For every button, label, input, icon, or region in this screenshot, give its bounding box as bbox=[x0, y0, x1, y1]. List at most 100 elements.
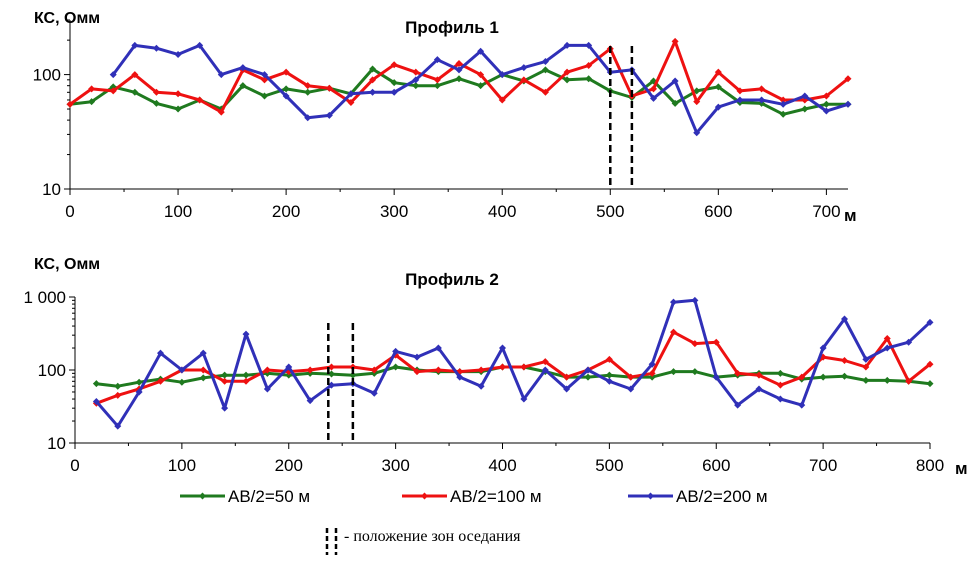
data-point bbox=[282, 68, 290, 76]
data-point bbox=[199, 366, 207, 374]
x-tick-label: 0 bbox=[65, 202, 74, 221]
data-point bbox=[109, 71, 117, 79]
data-point bbox=[390, 88, 398, 96]
data-point bbox=[671, 99, 679, 107]
data-point bbox=[755, 385, 763, 393]
data-point bbox=[477, 71, 485, 79]
data-point bbox=[648, 373, 656, 381]
data-point bbox=[671, 77, 679, 85]
data-point bbox=[157, 349, 164, 357]
legend-label-ab200: AB/2=200 м bbox=[676, 487, 768, 506]
data-point bbox=[905, 377, 913, 385]
data-point bbox=[221, 377, 229, 385]
data-point bbox=[239, 64, 247, 72]
data-point bbox=[135, 388, 143, 396]
data-point bbox=[714, 68, 722, 76]
data-point bbox=[691, 340, 699, 348]
data-point bbox=[605, 371, 613, 379]
data-point bbox=[926, 318, 934, 326]
data-point bbox=[563, 76, 571, 84]
x-tick-label: 700 bbox=[812, 202, 840, 221]
data-point bbox=[152, 99, 160, 107]
chart-2: 10 100 1 000 0 100 200 300 400 500 600 700 800 bbox=[23, 288, 944, 475]
data-point bbox=[779, 100, 787, 108]
data-point bbox=[499, 363, 506, 371]
data-point bbox=[563, 385, 571, 393]
data-point bbox=[736, 87, 744, 95]
data-point bbox=[217, 71, 225, 79]
data-point bbox=[263, 385, 271, 393]
data-point bbox=[926, 360, 934, 368]
data-point bbox=[605, 377, 613, 385]
data-point bbox=[585, 41, 593, 49]
data-point bbox=[822, 92, 830, 100]
x-tick-label: 600 bbox=[704, 202, 732, 221]
legend-label-ab50: AB/2=50 м bbox=[228, 487, 310, 506]
x-tick-label: 500 bbox=[595, 456, 623, 475]
data-point bbox=[304, 114, 312, 122]
data-point bbox=[671, 37, 679, 45]
data-point bbox=[174, 105, 182, 113]
data-point bbox=[822, 107, 830, 115]
data-point bbox=[714, 103, 722, 111]
series-ab-2-100 bbox=[66, 37, 852, 116]
data-point bbox=[498, 96, 506, 104]
data-point bbox=[174, 50, 182, 58]
data-point bbox=[178, 378, 186, 386]
chart-1: 10 100 0 100 200 300 400 500 600 700 bbox=[33, 19, 852, 221]
data-point bbox=[883, 335, 891, 343]
data-point bbox=[584, 373, 592, 381]
data-point bbox=[152, 88, 160, 96]
data-point bbox=[456, 373, 464, 381]
data-point bbox=[92, 398, 100, 406]
data-point bbox=[261, 71, 268, 79]
x-tick-label: 200 bbox=[275, 456, 303, 475]
data-point bbox=[221, 371, 229, 379]
data-point bbox=[520, 395, 528, 403]
data-point bbox=[883, 344, 891, 352]
data-point bbox=[157, 377, 164, 385]
data-point bbox=[152, 44, 160, 52]
data-point bbox=[648, 369, 656, 377]
data-point bbox=[328, 381, 335, 389]
data-point bbox=[758, 85, 766, 93]
note-text: - положение зон оседания bbox=[344, 528, 521, 545]
chart1-x-unit: м bbox=[844, 206, 857, 225]
data-point bbox=[131, 71, 139, 79]
chart2-ylabel: КС, Омм bbox=[34, 256, 100, 273]
data-point bbox=[434, 344, 442, 352]
x-tick-label: 500 bbox=[596, 202, 624, 221]
data-point bbox=[221, 404, 229, 412]
y-tick-label: 10 bbox=[42, 180, 61, 199]
data-point bbox=[477, 47, 485, 55]
data-point bbox=[693, 129, 701, 137]
data-point bbox=[541, 358, 549, 366]
data-point bbox=[755, 371, 763, 379]
data-point bbox=[862, 376, 870, 384]
data-point bbox=[563, 41, 571, 49]
x-tick-label: 600 bbox=[702, 456, 730, 475]
data-point bbox=[282, 85, 290, 93]
data-point bbox=[798, 373, 806, 381]
data-point bbox=[88, 85, 96, 93]
data-point bbox=[541, 366, 549, 374]
data-point bbox=[605, 355, 613, 363]
data-point bbox=[670, 298, 677, 306]
data-point bbox=[926, 380, 934, 388]
data-point bbox=[199, 374, 207, 382]
x-tick-label: 400 bbox=[488, 202, 516, 221]
data-point bbox=[178, 366, 186, 374]
data-point bbox=[499, 344, 506, 352]
data-point bbox=[841, 315, 848, 323]
data-point bbox=[413, 368, 421, 376]
data-point bbox=[135, 378, 143, 386]
data-point bbox=[520, 76, 528, 84]
data-point bbox=[349, 371, 357, 379]
data-point bbox=[841, 372, 848, 380]
data-point bbox=[477, 382, 485, 390]
data-point bbox=[328, 370, 335, 378]
data-point bbox=[844, 100, 852, 108]
data-point bbox=[541, 88, 549, 96]
data-point bbox=[282, 92, 290, 100]
